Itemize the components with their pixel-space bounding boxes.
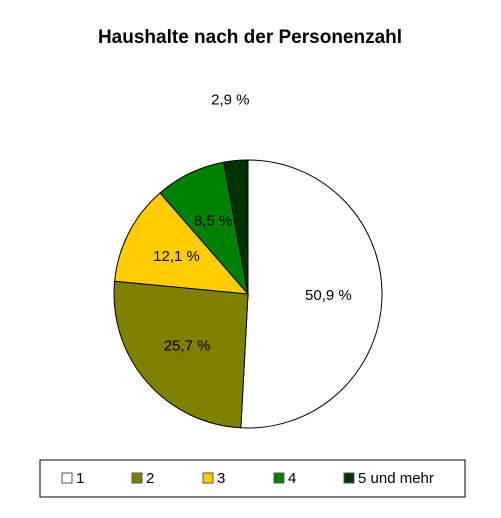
- pie-slice: [113, 280, 249, 429]
- legend-label: 3: [217, 470, 225, 487]
- slice-label: 12,1 %: [153, 248, 200, 265]
- legend-swatch: [273, 472, 285, 484]
- legend-box: [39, 459, 466, 498]
- legend-swatch: [61, 472, 73, 484]
- pie-slice: [223, 159, 249, 295]
- legend-label: 4: [288, 470, 296, 487]
- slice-label: 50,9 %: [305, 287, 352, 304]
- pie-slice: [114, 192, 250, 295]
- legend-label: 2: [146, 470, 154, 487]
- legend-label: 5 und mehr: [358, 470, 434, 487]
- legend-label: 1: [76, 470, 84, 487]
- legend-swatch: [343, 472, 355, 484]
- chart-title: Haushalte nach der Personenzahl: [98, 27, 402, 48]
- slice-label: 2,9 %: [211, 91, 249, 108]
- pie-slice: [240, 159, 383, 429]
- slice-label: 25,7 %: [164, 337, 211, 354]
- slice-label: 8,5 %: [194, 213, 232, 230]
- legend-swatch: [202, 472, 214, 484]
- legend-swatch: [131, 472, 143, 484]
